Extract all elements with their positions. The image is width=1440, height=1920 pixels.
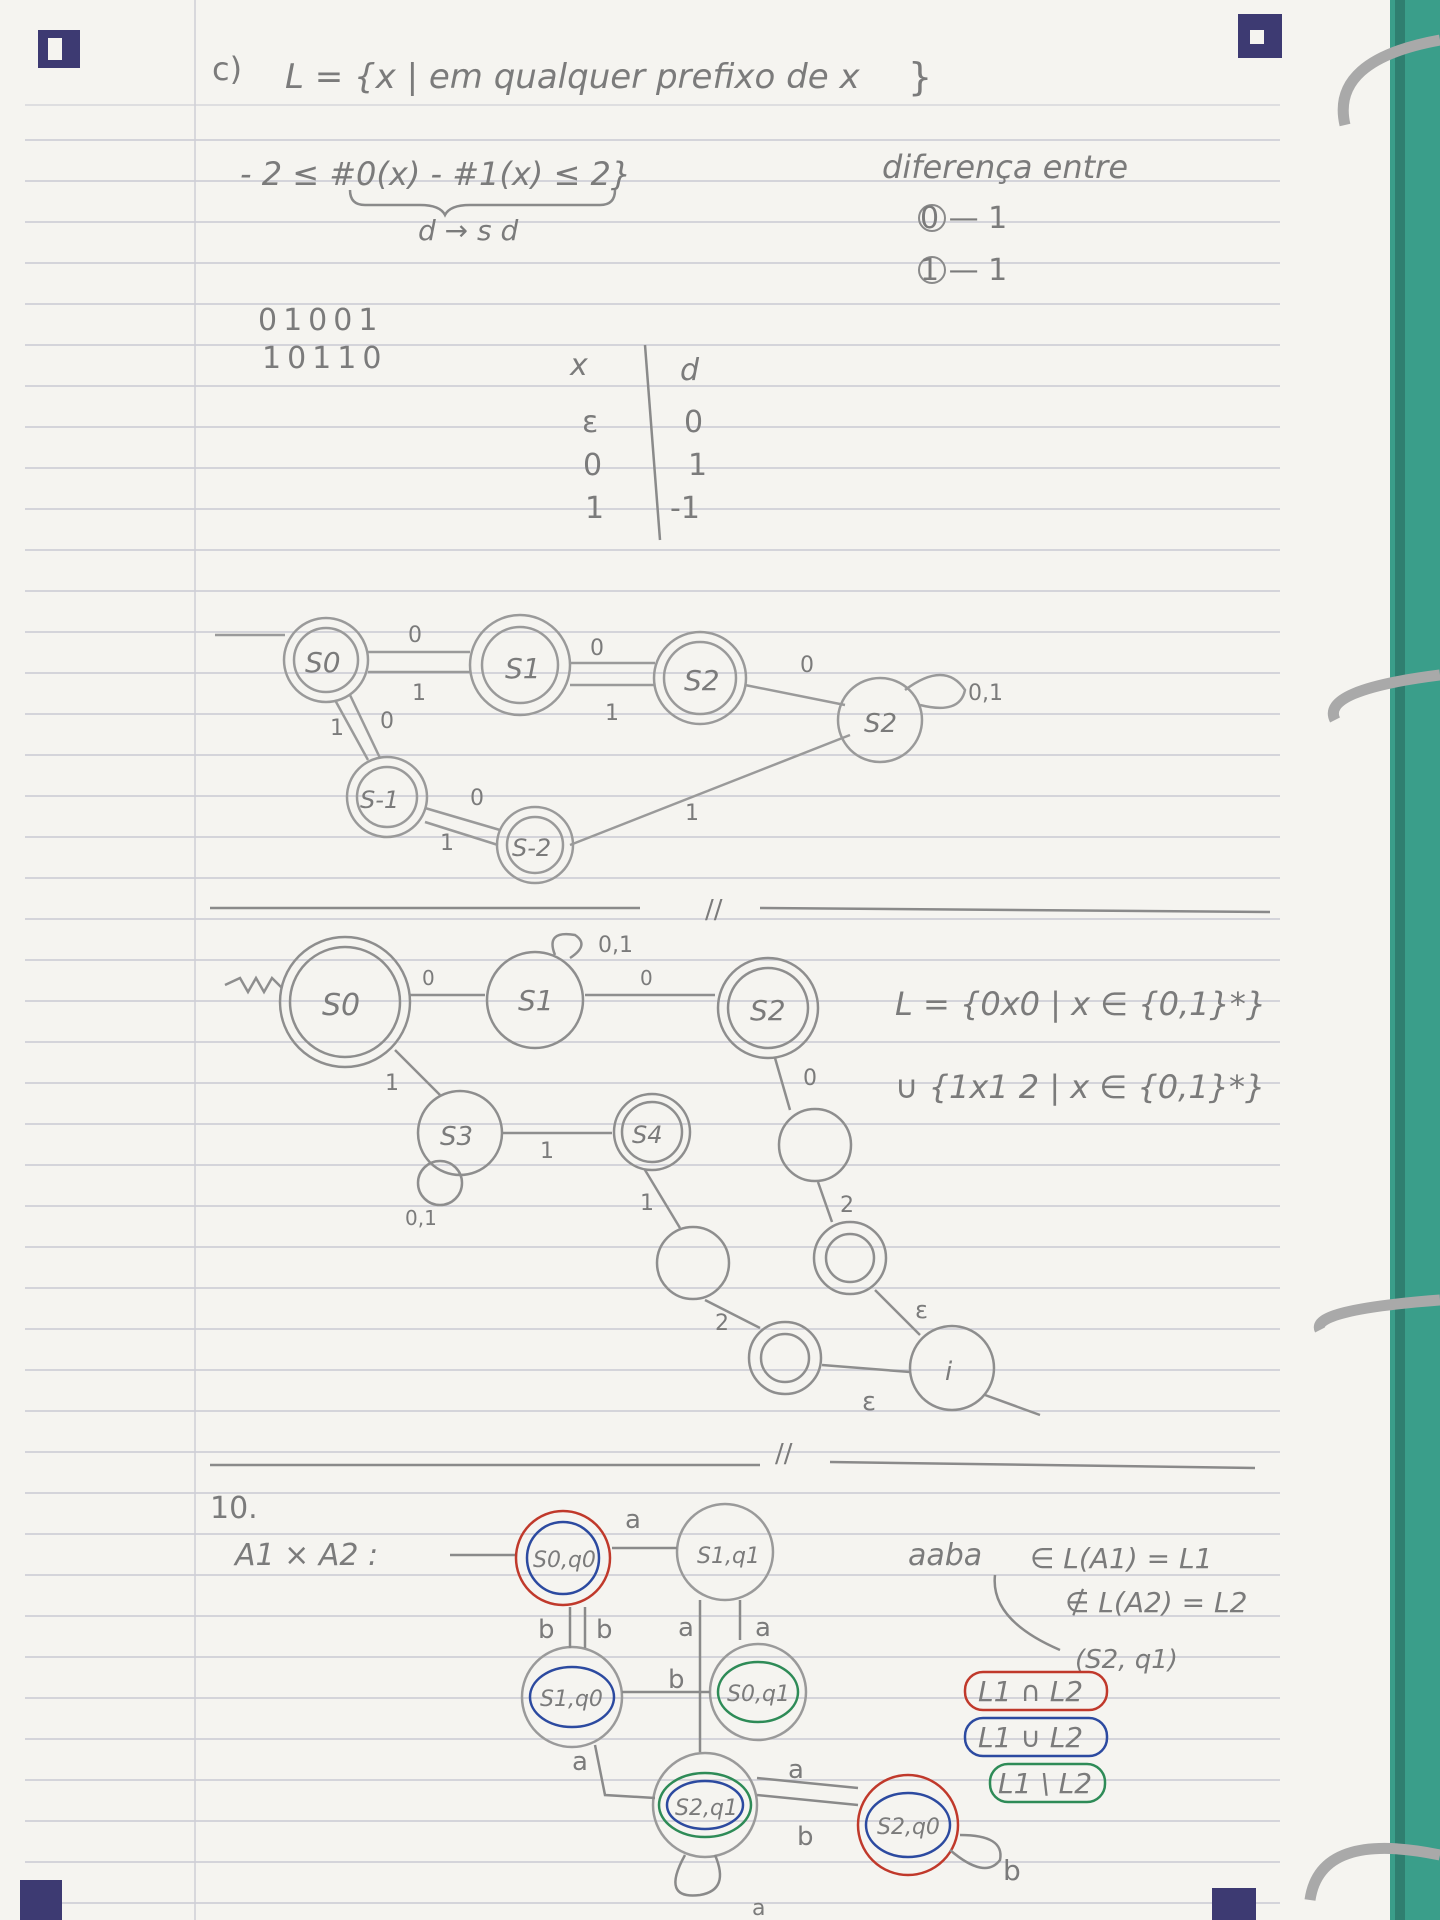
d2-state-s1: S1 (518, 984, 554, 1017)
product-state-s2-q1: S2,q1 (675, 1796, 738, 1821)
operation-intersection: L1 ∩ L2 (978, 1675, 1083, 1708)
note-in-language: ∈ L(A1) = L1 (1030, 1542, 1212, 1575)
note-not-in-language: ∉ L(A2) = L2 (1065, 1586, 1247, 1619)
binder-rings (1304, 34, 1440, 1901)
product-state-s0-q0: S0,q0 (533, 1548, 596, 1573)
table-row-1-x: ε (582, 405, 598, 440)
diferenca-label: diferença entre (882, 148, 1128, 186)
corner-mark-bottom-left (20, 1880, 62, 1920)
d2-edge-label: 0 (640, 966, 653, 990)
d1-edge-label: 1 (330, 716, 344, 741)
table-row-1-d: 0 (684, 405, 703, 440)
underbrace-note: d → s d (418, 214, 519, 247)
product-edge-label: a (625, 1505, 641, 1535)
d1-edge-label: 1 (685, 801, 699, 826)
product-edge-label: a (678, 1613, 694, 1643)
part-c-heading: c) (212, 50, 242, 88)
product-edge-label: a (752, 1896, 765, 1920)
d1-edge-label: 0 (408, 623, 422, 648)
d2-state-s2: S2 (750, 994, 786, 1027)
product-state-s2-q0: S2,q0 (877, 1815, 940, 1840)
example-string-2: 10110 (262, 341, 387, 376)
exercise-10: 10. A1 × A2 : (210, 1491, 378, 1573)
table-header-d: d (680, 353, 700, 388)
diferenca-row-1: 0 — 1 (920, 201, 1007, 236)
product-edge-label: b (797, 1822, 814, 1852)
automaton-diagram-1-labels: S0 S1 S2 S2 S-1 S-2 0 1 0 1 0 0,1 1 0 0 … (305, 623, 1003, 862)
language-line-1: L = {0x0 | x ∈ {0,1}*} (895, 985, 1266, 1023)
product-automaton-labels: S0,q0 S1,q1 S1,q0 S0,q1 S2,q1 S2,q0 a b … (533, 1505, 1247, 1920)
product-automaton-label: A1 × A2 : (233, 1538, 378, 1573)
product-state-s1-q1: S1,q1 (697, 1544, 760, 1569)
d2-edge-label: 1 (640, 1191, 654, 1216)
d1-edge-label: 0 (800, 653, 814, 678)
separator-1: // (705, 895, 723, 925)
product-automaton (450, 1502, 1061, 1897)
product-edge-label: b (596, 1615, 613, 1645)
d1-edge-label: 1 (605, 701, 619, 726)
example-string-1: 01001 (258, 303, 383, 338)
corner-mark-bottom-right (1212, 1888, 1256, 1920)
d2-edge-label: 0,1 (405, 1206, 437, 1230)
table-header-x: x (569, 348, 588, 383)
part-c: c) L = {x | em qualquer prefixo de x } -… (212, 50, 1128, 541)
d2-edge-label: ε (915, 1296, 928, 1324)
diferenca-row-2: 1 — 1 (920, 253, 1007, 288)
d2-edge-label: 2 (715, 1311, 729, 1336)
automaton-diagram-1 (215, 613, 967, 885)
d1-edge-label: 0 (470, 786, 484, 811)
d2-state-s0: S0 (322, 988, 360, 1023)
d1-edge-label: 0,1 (968, 681, 1003, 706)
d2-edge-label: 1 (385, 1071, 399, 1096)
note-word: aaba (908, 1538, 982, 1573)
product-edge-label: a (788, 1755, 804, 1785)
product-state-s0-q1: S0,q1 (727, 1682, 790, 1707)
prefix-difference-table: x d ε 0 0 1 1 -1 (569, 344, 707, 541)
d1-edge-label: 0 (590, 636, 604, 661)
d1-state-s2: S2 (684, 664, 720, 697)
d2-edge-label: 0 (422, 966, 435, 990)
d1-edge-label: 1 (412, 681, 426, 706)
separator-2: // (775, 1439, 793, 1469)
note-arrow-target: (S2, q1) (1075, 1645, 1178, 1675)
d1-edge-label: 1 (440, 831, 454, 856)
d2-edge-label: 1 (540, 1139, 554, 1164)
d1-edge-label: 0 (380, 709, 394, 734)
language-definition: L = {x | em qualquer prefixo de x (285, 57, 860, 97)
product-state-s1-q0: S1,q0 (540, 1687, 603, 1712)
table-row-3-d: -1 (670, 491, 700, 526)
d2-edge-label: ε (862, 1387, 876, 1417)
exercise-number: 10. (210, 1491, 258, 1526)
table-row-3-x: 1 (585, 491, 604, 526)
d1-state-s1: S1 (505, 652, 541, 685)
d2-state-s4: S4 (632, 1121, 663, 1149)
d2-state-i: i (945, 1357, 953, 1387)
d1-state-s-2: S-2 (512, 834, 551, 862)
prefix-condition: - 2 ≤ #0(x) - #1(x) ≤ 2} (240, 155, 631, 193)
d1-state-s0: S0 (305, 646, 341, 679)
d2-edge-label: 2 (840, 1193, 854, 1218)
d1-state-s2-sink: S2 (864, 709, 897, 739)
product-edge-label: b (538, 1615, 555, 1645)
automaton-diagram-2-labels: S0 S1 S2 S3 S4 i 0 0 0,1 1 1 0,1 0 1 2 2… (322, 933, 1266, 1417)
table-row-2-d: 1 (688, 448, 707, 483)
d2-edge-label: 0,1 (598, 933, 633, 958)
language-line-2: ∪ {1x1 2 | x ∈ {0,1}*} (895, 1068, 1265, 1106)
d2-edge-label: 0 (803, 1066, 817, 1091)
automaton-diagram-2 (224, 932, 1041, 1417)
product-edge-label: a (755, 1613, 771, 1643)
product-edge-label: b (1003, 1854, 1021, 1887)
table-row-2-x: 0 (583, 448, 602, 483)
operation-union: L1 ∪ L2 (978, 1721, 1083, 1754)
d1-state-s-1: S-1 (360, 786, 399, 814)
binder-spine (1385, 0, 1440, 1920)
d2-state-s3: S3 (440, 1122, 473, 1152)
operation-difference: L1 \ L2 (998, 1767, 1092, 1800)
product-edge-label: a (572, 1747, 588, 1777)
definition-close-brace: } (908, 55, 932, 99)
product-edge-label: b (668, 1665, 685, 1695)
